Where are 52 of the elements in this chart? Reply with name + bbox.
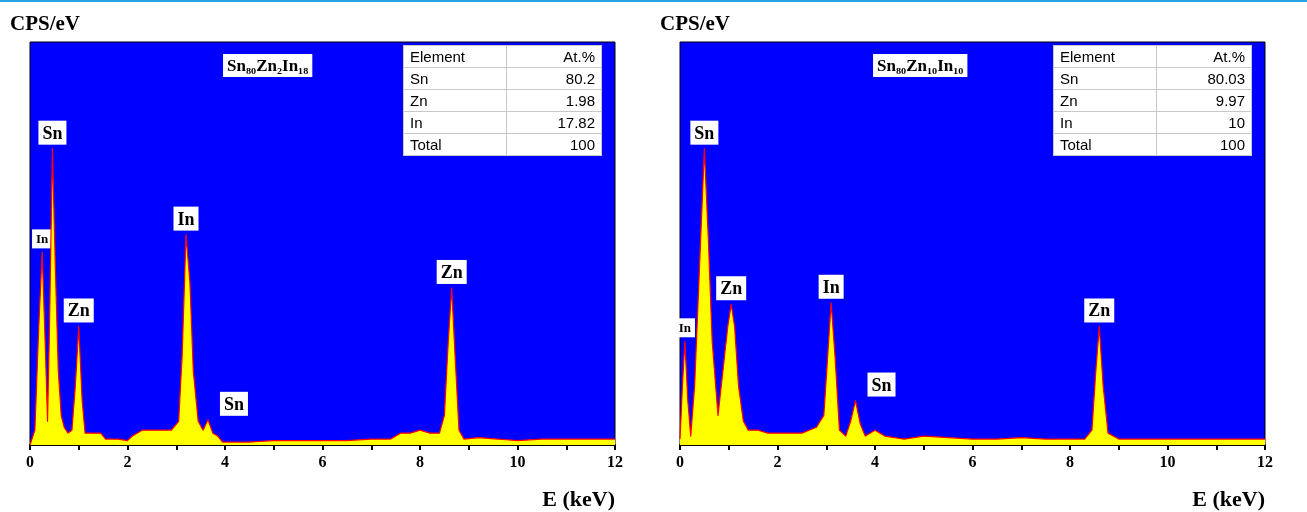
y-axis-title: CPS/eV <box>660 10 730 35</box>
x-tick-label: 8 <box>416 452 424 470</box>
x-tick-label: 2 <box>773 452 782 470</box>
annotation: In <box>822 276 840 297</box>
text: 9.97 <box>1156 89 1252 112</box>
chart-title: Sn₈₀Zn₁₀In₁₀ <box>877 56 964 75</box>
text: In <box>403 111 507 134</box>
text: At.% <box>506 45 602 68</box>
x-tick-label: 12 <box>1257 452 1273 470</box>
chart-title: Sn₈₀Zn₂In₁₈ <box>227 56 309 75</box>
x-tick-label: 0 <box>676 452 684 470</box>
text: Element <box>403 45 507 68</box>
annotation: Sn <box>694 122 715 143</box>
annotation: Zn <box>67 300 90 321</box>
annotation: In <box>177 208 195 229</box>
annotation: Sn <box>871 374 892 395</box>
x-axis-title: E (keV) <box>1192 485 1265 511</box>
text: At.% <box>1156 45 1252 68</box>
annotation: 100 <box>506 133 602 156</box>
annotation: Zn <box>440 261 463 282</box>
x-tick-label: 4 <box>871 452 879 470</box>
x-tick-label: 4 <box>221 452 229 470</box>
annotation: Zn <box>1088 300 1111 321</box>
text: 80.03 <box>1156 67 1252 90</box>
x-tick-label: 6 <box>968 452 977 470</box>
text: 80.2 <box>506 67 602 90</box>
text: In <box>1053 111 1157 134</box>
y-axis-title: CPS/eV <box>10 10 80 35</box>
x-tick-label: 0 <box>26 452 34 470</box>
annotation: Total <box>1053 133 1157 156</box>
x-axis-title: E (keV) <box>542 485 615 511</box>
x-tick-label: 10 <box>509 452 526 470</box>
annotation: In <box>678 320 692 336</box>
x-tick-label: 6 <box>318 452 327 470</box>
text: Element <box>1053 45 1157 68</box>
annotation: Total <box>403 133 507 156</box>
text: 1.98 <box>506 89 602 112</box>
annotation: Sn <box>223 393 244 414</box>
text: 17.82 <box>506 111 602 134</box>
annotation: In <box>36 231 50 247</box>
annotation: Sn <box>42 122 63 143</box>
text: Sn <box>403 67 507 90</box>
x-tick-label: 2 <box>123 452 132 470</box>
text: 10 <box>1156 111 1252 134</box>
text: Sn <box>1053 67 1157 90</box>
text: Zn <box>1053 89 1157 112</box>
annotation: 100 <box>1156 133 1252 156</box>
x-tick-label: 12 <box>607 452 623 470</box>
x-tick-label: 10 <box>1159 452 1176 470</box>
x-tick-label: 8 <box>1066 452 1074 470</box>
text: Zn <box>403 89 507 112</box>
annotation: Zn <box>720 278 743 299</box>
